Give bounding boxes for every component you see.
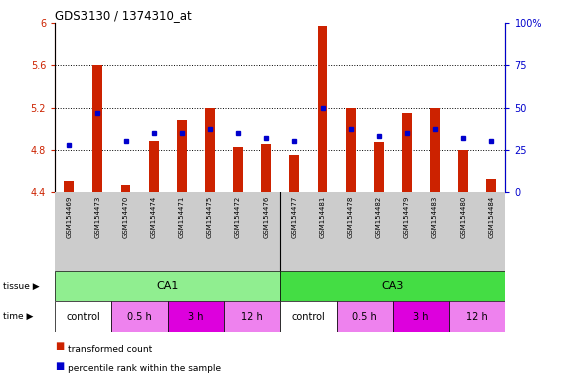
Text: 12 h: 12 h — [241, 312, 263, 322]
Text: GSM154477: GSM154477 — [292, 196, 297, 238]
Bar — [233, 147, 243, 192]
Text: time ▶: time ▶ — [3, 312, 33, 321]
Text: tissue ▶: tissue ▶ — [3, 281, 40, 291]
Bar — [64, 182, 74, 192]
Bar — [55, 301, 112, 332]
Bar — [449, 301, 505, 332]
Bar — [393, 301, 449, 332]
Bar — [336, 301, 393, 332]
Bar — [168, 301, 224, 332]
Bar — [430, 108, 440, 192]
Text: GSM154471: GSM154471 — [179, 196, 185, 238]
Bar — [280, 271, 505, 301]
Text: GSM154479: GSM154479 — [404, 196, 410, 238]
Text: GSM154474: GSM154474 — [150, 196, 157, 238]
Text: percentile rank within the sample: percentile rank within the sample — [68, 364, 221, 373]
Text: GSM154481: GSM154481 — [320, 196, 325, 238]
Bar — [318, 26, 328, 192]
Text: CA3: CA3 — [382, 281, 404, 291]
Bar — [374, 142, 384, 192]
Text: GSM154473: GSM154473 — [94, 196, 101, 238]
Text: 0.5 h: 0.5 h — [127, 312, 152, 322]
Text: GSM154472: GSM154472 — [235, 196, 241, 238]
Text: GSM154478: GSM154478 — [347, 196, 354, 238]
Bar — [121, 185, 131, 192]
Text: GDS3130 / 1374310_at: GDS3130 / 1374310_at — [55, 9, 192, 22]
Bar — [289, 155, 299, 192]
Bar — [280, 301, 336, 332]
Bar — [55, 271, 280, 301]
Text: GSM154470: GSM154470 — [123, 196, 128, 238]
Bar — [149, 141, 159, 192]
Text: GSM154476: GSM154476 — [263, 196, 269, 238]
Text: GSM154480: GSM154480 — [460, 196, 467, 238]
Bar — [205, 108, 215, 192]
Bar — [177, 120, 187, 192]
Text: GSM154475: GSM154475 — [207, 196, 213, 238]
Text: ■: ■ — [55, 361, 64, 371]
Text: 3 h: 3 h — [413, 312, 429, 322]
Text: transformed count: transformed count — [68, 345, 152, 354]
Bar — [92, 65, 102, 192]
Bar — [458, 150, 468, 192]
Bar — [224, 301, 280, 332]
Text: control: control — [66, 312, 100, 322]
Text: GSM154469: GSM154469 — [66, 196, 72, 238]
Text: GSM154482: GSM154482 — [376, 196, 382, 238]
Text: GSM154484: GSM154484 — [489, 196, 494, 238]
Text: GSM154483: GSM154483 — [432, 196, 438, 238]
Text: ■: ■ — [55, 341, 64, 351]
Text: CA1: CA1 — [156, 281, 179, 291]
Text: 12 h: 12 h — [467, 312, 488, 322]
Text: 0.5 h: 0.5 h — [353, 312, 377, 322]
Bar — [346, 108, 356, 192]
Bar — [112, 301, 168, 332]
Bar — [402, 113, 412, 192]
Bar — [261, 144, 271, 192]
Text: 3 h: 3 h — [188, 312, 204, 322]
Bar — [486, 179, 496, 192]
Text: control: control — [292, 312, 325, 322]
